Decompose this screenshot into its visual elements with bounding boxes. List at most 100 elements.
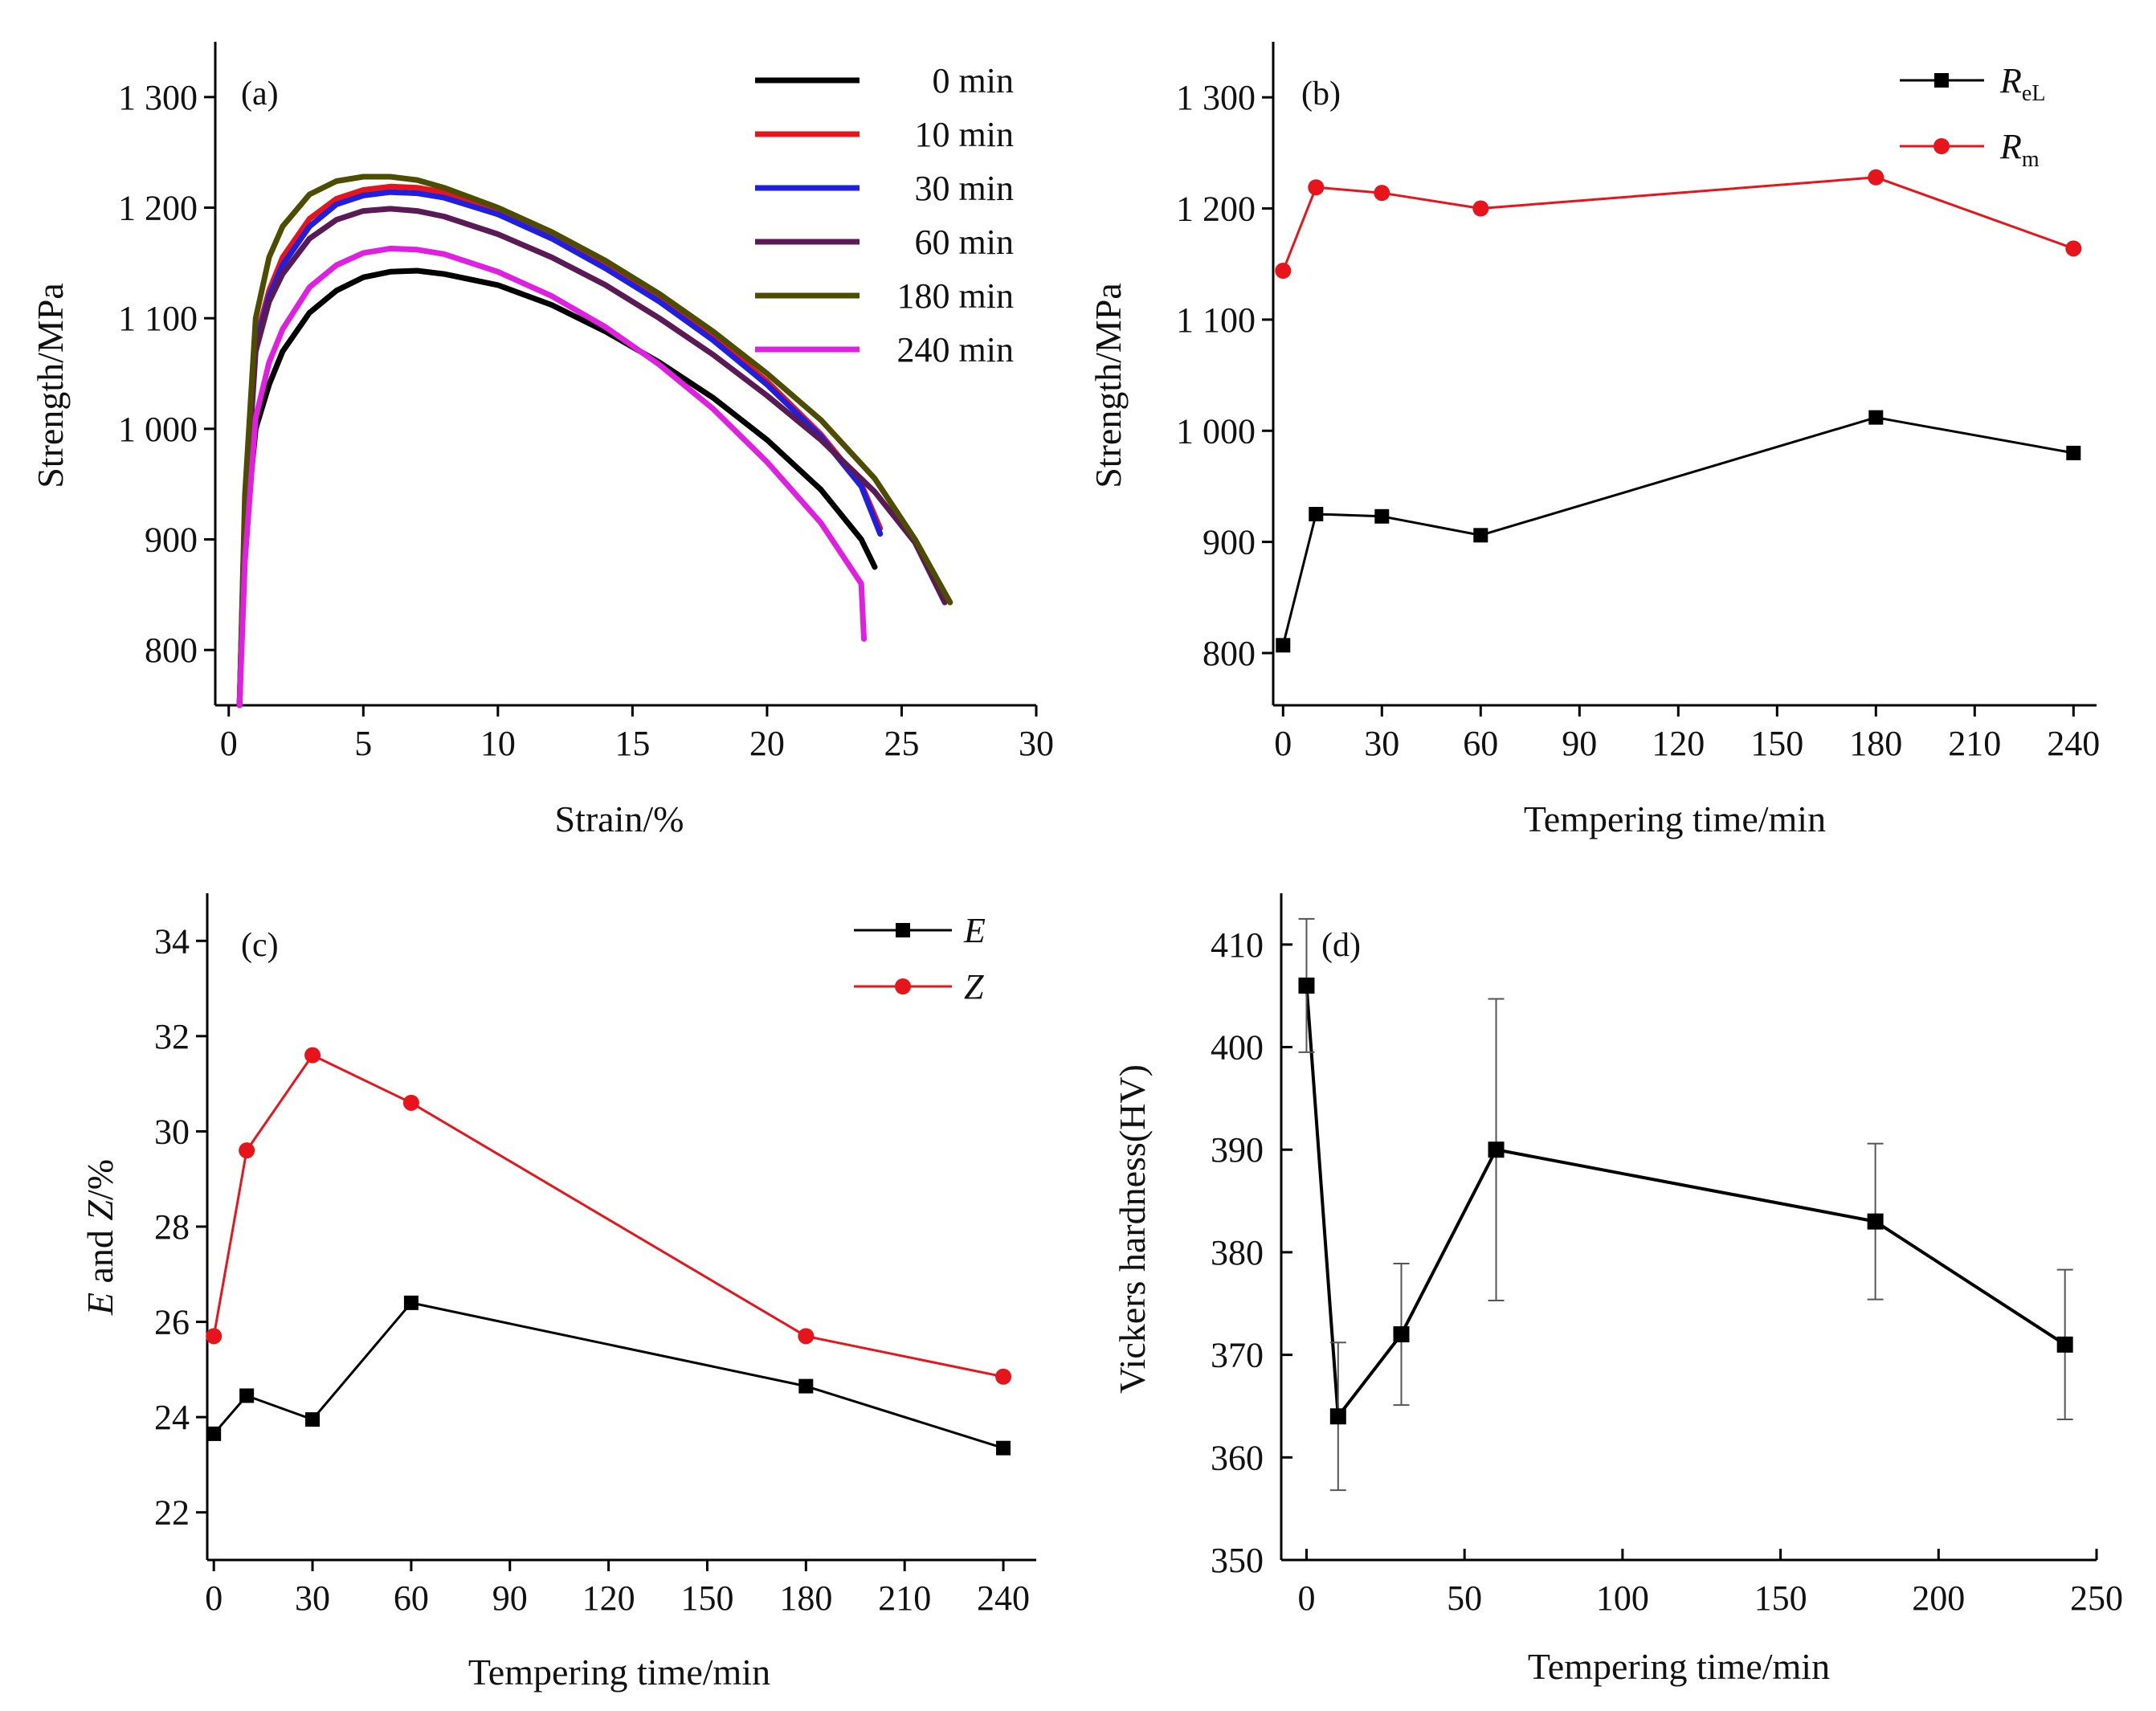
panel-b-x-tick-label: 150 [1750,724,1803,763]
panel-c-x-tick-label: 210 [878,1578,931,1618]
panel-a-legend-label: 240 min [897,330,1014,370]
panel-d-label: (d) [1321,927,1361,964]
panel-d-data-point [1488,1141,1505,1158]
panel-b-legend-label: Rm [1999,127,2040,172]
panel-b-data-point [1374,185,1390,202]
panel-b-x-tick-label: 60 [1463,724,1498,763]
panel-a-y-tick-label: 1 000 [118,410,198,449]
panel-b-x-tick-label: 30 [1364,724,1399,763]
panel-c-y-tick-label: 32 [154,1017,190,1056]
panel-d-x-tick-label: 150 [1754,1578,1807,1618]
panel-d-y-tick-label: 390 [1211,1130,1264,1170]
panel-c-elongation-reduction: (c) Tempering time/min E and Z/% 0 30 60 90… [80,893,1036,1693]
panel-c-data-point [304,1047,321,1064]
panel-a-label: (a) [241,76,279,112]
panel-d-data-point [2056,1336,2073,1353]
panel-c-data-point [305,1412,321,1427]
panel-c-data-point [206,1426,222,1441]
panel-c-ylabel-e: E [80,1292,120,1316]
panel-a-y-tick-label: 1 200 [118,189,198,228]
panel-b-y-tick-label: 1 200 [1176,190,1256,229]
panel-c-label: (c) [241,927,279,964]
panel-c-x-tick-label: 30 [295,1578,330,1618]
panel-c-data-point [995,1368,1012,1385]
panel-c-ylabel-and: and [80,1221,120,1292]
panel-a-y-tick-label: 1 100 [118,299,198,338]
panel-a-x-tick-label: 10 [480,724,516,763]
panel-c-x-tick-label: 90 [492,1578,528,1618]
panel-a-legend-label: 60 min [915,223,1014,262]
panel-c-data-point [798,1328,815,1345]
panel-b-y-axis-label: Strength/MPa [1088,283,1129,488]
panel-a-x-tick-label: 20 [749,724,785,763]
panel-a-legend-label: 30 min [915,169,1014,208]
panel-c-x-tick-label: 60 [394,1578,429,1618]
panel-d-y-tick-label: 400 [1211,1028,1264,1068]
panel-b-data-point [1309,507,1324,522]
panel-b-data-point [1472,200,1489,217]
panel-c-data-point [798,1378,814,1394]
panel-b-series-line [1281,176,2075,272]
panel-b-x-tick-label: 120 [1652,724,1705,763]
panel-b-data-point [1868,410,1884,425]
panel-c-ylabel-z: Z [80,1200,120,1221]
panel-b-x-tick-label: 240 [2047,724,2100,763]
panel-d-hardness: (d) Tempering time/min Vickers hardness(… [1112,893,2123,1687]
panel-a-strain-curves: (a) Strain/% Strength/MPa 0 5 10 15 20 25 30 80… [30,42,1054,839]
panel-c-ylabel-unit: /% [80,1159,120,1200]
panel-b-y-tick-label: 800 [1203,634,1256,673]
panel-c-data-point [402,1094,419,1111]
panel-b-data-point [1275,263,1292,280]
panel-b-data-point [1276,638,1291,653]
panel-a-x-tick-label: 25 [884,724,919,763]
panel-b-data-point [1374,508,1390,524]
panel-d-x-tick-label: 50 [1447,1578,1482,1618]
panel-a-x-tick-label: 0 [220,724,238,763]
panel-b-data-point [2066,445,2081,460]
panel-c-data-point [239,1142,255,1159]
panel-b-y-tick-label: 1 100 [1176,300,1256,340]
panel-d-y-tick-label: 410 [1211,925,1264,965]
panel-c-x-tick-label: 240 [977,1578,1030,1618]
panel-a-y-tick-label: 1 300 [118,78,198,117]
panel-d-data-point [1867,1213,1884,1230]
panel-b-x-tick-label: 90 [1562,724,1597,763]
panel-b-y-tick-label: 1 300 [1176,78,1256,117]
panel-d-series-line [1305,983,2067,1419]
panel-d-data-point [1393,1326,1410,1343]
panel-a-series-line [236,174,953,708]
panel-c-legend-marker [896,923,910,937]
panel-c-x-tick-label: 180 [779,1578,832,1618]
panel-c-y-tick-label: 22 [154,1493,190,1533]
panel-c-series-line [212,1054,1005,1378]
panel-d-data-point [1329,1408,1346,1425]
panel-b-legend-marker [1933,138,1950,154]
panel-c-y-tick-label: 34 [154,921,190,961]
panel-c-x-tick-label: 150 [680,1578,733,1618]
panel-c-data-point [996,1440,1011,1456]
panel-a-x-tick-label: 30 [1019,724,1054,763]
panel-c-y-axis-label: E and Z/% [80,1159,120,1316]
panel-d-x-tick-label: 200 [1912,1578,1965,1618]
panel-d-x-tick-label: 250 [2070,1578,2123,1618]
panel-a-y-axis-label: Strength/MPa [30,283,71,488]
panel-b-strength-vs-time: (b) Tempering time/min Strength/MPa 0 30 6… [1088,42,2100,839]
panel-d-y-tick-label: 350 [1211,1541,1264,1580]
panel-c-legend-marker [895,978,911,994]
panel-c-y-tick-label: 24 [154,1398,190,1437]
panel-c-y-tick-label: 28 [154,1207,190,1247]
panel-c-data-point [206,1328,223,1345]
panel-a-legend-label: 0 min [933,61,1014,100]
panel-b-series-line [1281,416,2075,647]
panel-a-x-tick-label: 5 [354,724,372,763]
panel-c-y-tick-label: 30 [154,1112,190,1151]
panel-b-data-point [1868,169,1884,186]
panel-b-label: (b) [1301,76,1341,112]
panel-d-x-axis-label: Tempering time/min [1528,1646,1830,1687]
panel-c-x-tick-label: 120 [582,1578,635,1618]
panel-d-data-point [1298,977,1315,994]
panel-b-x-axis-label: Tempering time/min [1524,798,1826,839]
panel-b-data-point [1308,179,1325,196]
panel-a-y-tick-label: 800 [145,631,198,670]
panel-b-y-tick-label: 900 [1203,523,1256,562]
